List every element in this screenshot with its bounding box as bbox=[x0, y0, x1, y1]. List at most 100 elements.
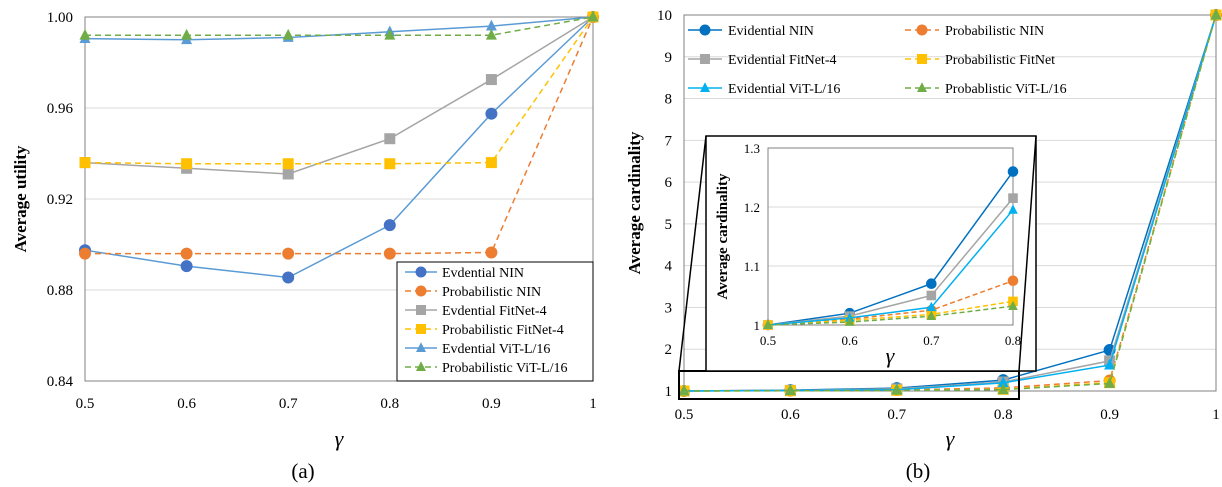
data-point-a bbox=[485, 19, 497, 31]
legend-marker-a bbox=[416, 361, 426, 371]
plot-frame-a bbox=[84, 16, 594, 382]
legend-label-a: Probabilistic ViT-L/16 bbox=[442, 361, 568, 376]
inset-series-line bbox=[767, 300, 1014, 326]
legend-marker-b bbox=[700, 82, 710, 92]
utility-chart: 0.84 0.88 0.92 0.96 1.00 0.5 0.6 0.7 0.8 0.9 1 γ Ave… bbox=[11, 10, 599, 483]
x-tick-label-b: 0.9 bbox=[1100, 407, 1119, 423]
series-line-a bbox=[84, 16, 594, 165]
inset-data-point bbox=[1008, 204, 1018, 214]
inset-series-line bbox=[767, 197, 1014, 326]
inset-plot-frame bbox=[767, 147, 1014, 326]
x-tick-label-a: 0.7 bbox=[279, 396, 298, 412]
inset-x-tick-label: 0.6 bbox=[842, 333, 859, 348]
y-tick-label-b: 1 bbox=[665, 384, 673, 400]
y-tick-label-b: 5 bbox=[665, 217, 673, 233]
data-point-b bbox=[1104, 377, 1116, 388]
inset-y-axis-title: Average cardinality bbox=[715, 173, 731, 299]
data-point-a bbox=[485, 107, 498, 120]
data-point-a bbox=[383, 247, 396, 260]
data-point-b bbox=[891, 384, 903, 395]
y-tick-label-b: 10 bbox=[657, 8, 672, 24]
inset-data-point bbox=[926, 290, 937, 301]
y-axis-title-a: Average utility bbox=[11, 145, 30, 252]
x-tick-label-a: 0.6 bbox=[177, 396, 196, 412]
legend-marker-b bbox=[699, 24, 711, 36]
inset-data-point bbox=[1008, 300, 1018, 310]
data-point-a bbox=[485, 74, 497, 86]
y-tick-label-b: 2 bbox=[665, 342, 673, 358]
inset-x-tick-label: 0.8 bbox=[1005, 333, 1021, 348]
y-tick-label-a: 0.96 bbox=[47, 101, 74, 117]
data-point-b bbox=[997, 383, 1009, 395]
caption-a: (a) bbox=[291, 459, 314, 483]
inset-series-line bbox=[767, 171, 1014, 326]
legend-label-b: Evidential FitNet-4 bbox=[728, 53, 836, 68]
data-point-a bbox=[282, 168, 294, 180]
legend-label-b: Probabilistic FitNet bbox=[945, 53, 1055, 68]
series-line-a bbox=[84, 16, 594, 41]
data-point-a bbox=[282, 247, 295, 260]
x-tick-label-a: 1 bbox=[589, 396, 597, 412]
legend-label-b: Probablistic ViT-L/16 bbox=[945, 82, 1067, 97]
y-tick-label-b: 9 bbox=[665, 50, 673, 66]
data-point-a bbox=[587, 10, 599, 22]
y-tick-label-a: 0.92 bbox=[47, 192, 73, 208]
legend-label-a: Evdential FitNet-4 bbox=[442, 304, 547, 319]
inset-y-tick-label: 1.3 bbox=[744, 141, 760, 156]
x-tick-label-b: 0.5 bbox=[675, 407, 694, 423]
inset-data-point bbox=[1007, 166, 1019, 177]
data-point-a bbox=[383, 219, 396, 232]
cardinality-chart: 1 2 3 4 5 6 7 8 9 10 0.5 0.6 0.7 0.8 0.9 1 γ Average card… bbox=[625, 8, 1222, 483]
y-tick-label-a: 0.88 bbox=[47, 283, 73, 299]
data-point-a bbox=[79, 28, 91, 40]
legend-label-b: Evidential NIN bbox=[728, 24, 814, 39]
y-tick-label-b: 3 bbox=[665, 300, 673, 316]
legend-label-a: Probabilistic FitNet-4 bbox=[442, 323, 564, 338]
data-point-a bbox=[180, 247, 193, 260]
series-line-a bbox=[85, 16, 594, 255]
inset-x-tick-label: 0.7 bbox=[923, 333, 940, 348]
legend-marker-a bbox=[415, 285, 427, 297]
legend-b: Evidential NIN Probabilistic NIN Evidentia… bbox=[688, 24, 1067, 97]
data-point-a bbox=[485, 157, 497, 169]
data-point-b bbox=[1104, 358, 1116, 370]
data-point-a bbox=[282, 158, 294, 170]
data-point-b bbox=[997, 376, 1009, 388]
inset-y-tick-label: 1.2 bbox=[744, 200, 760, 215]
inset-data-point bbox=[1008, 193, 1018, 203]
inset-series-line bbox=[767, 305, 1014, 326]
series-line-a bbox=[84, 16, 594, 279]
x-tick-label-b: 0.8 bbox=[994, 407, 1013, 423]
data-point-b bbox=[678, 384, 690, 396]
legend-label-b: Evidential ViT-L/16 bbox=[728, 82, 840, 97]
data-point-b bbox=[1210, 8, 1222, 20]
inset-data-point bbox=[844, 316, 855, 326]
zoom-connector bbox=[678, 135, 707, 372]
zoom-connector bbox=[1018, 135, 1037, 372]
data-point-a bbox=[384, 158, 396, 170]
inset-data-point bbox=[926, 301, 937, 312]
legend-marker-b bbox=[916, 24, 928, 36]
series-line-a bbox=[84, 16, 594, 175]
inset-frame bbox=[705, 135, 1037, 372]
x-axis-title-b: γ bbox=[946, 426, 956, 451]
x-tick-label-a: 0.8 bbox=[380, 396, 399, 412]
inset-series-line bbox=[767, 209, 1014, 326]
x-tick-label-a: 0.5 bbox=[76, 396, 95, 412]
y-tick-label-b: 4 bbox=[665, 259, 673, 275]
inset-data-point bbox=[926, 310, 937, 320]
data-point-a bbox=[181, 28, 193, 40]
y-tick-label-b: 8 bbox=[665, 92, 673, 108]
legend-marker-b bbox=[700, 54, 710, 64]
inset-x-axis-title: γ bbox=[886, 343, 896, 368]
legend-marker-a bbox=[416, 305, 426, 315]
legend-a: Evdential NIN Probabilistic NIN Evdential … bbox=[396, 261, 594, 382]
legend-label-a: Evdential NIN bbox=[442, 266, 524, 281]
inset-x-tick-label: 0.5 bbox=[760, 333, 776, 348]
legend-marker-a bbox=[415, 266, 427, 278]
inset-data-point bbox=[763, 319, 773, 329]
data-point-a bbox=[485, 28, 497, 40]
x-tick-label-a: 0.9 bbox=[482, 396, 501, 412]
data-point-a bbox=[485, 246, 498, 259]
